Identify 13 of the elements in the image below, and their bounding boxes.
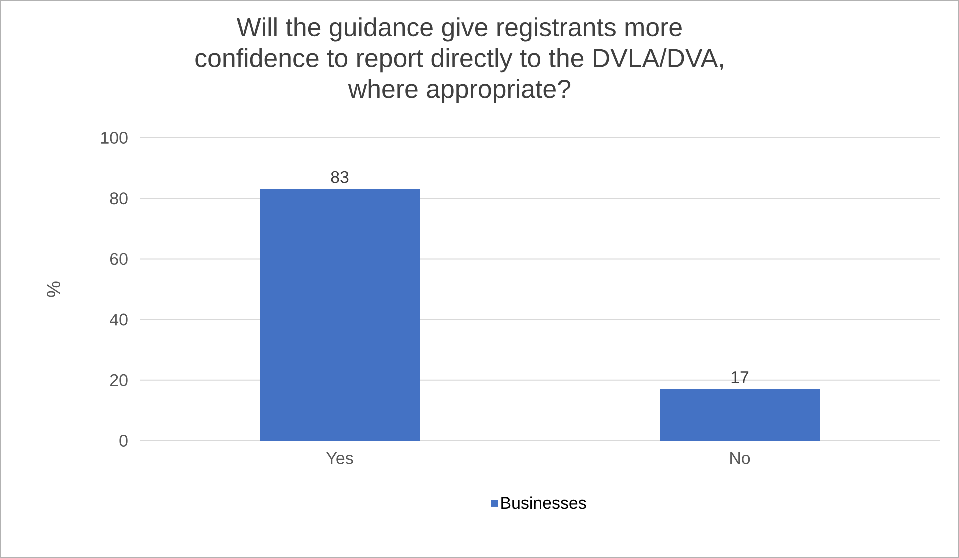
chart-title: Will the guidance give registrants more confidence to report directly to the DVLA/DVA, where appropriate? bbox=[196, 18, 724, 104]
y-tick-label: 100 bbox=[102, 132, 128, 144]
y-tick-label: 40 bbox=[110, 314, 128, 326]
data-label: 83 bbox=[331, 171, 349, 184]
y-tick-label: 60 bbox=[110, 253, 128, 266]
x-tick-label: Yes bbox=[326, 452, 354, 464]
legend-label: Businesses bbox=[502, 496, 586, 510]
y-tick-label: 80 bbox=[110, 192, 128, 205]
y-tick-label: 0 bbox=[120, 435, 128, 447]
x-tick-label: No bbox=[730, 452, 750, 464]
y-axis-title: % bbox=[47, 282, 60, 298]
y-tick-label: 20 bbox=[110, 374, 128, 386]
data-label: 17 bbox=[732, 372, 749, 384]
